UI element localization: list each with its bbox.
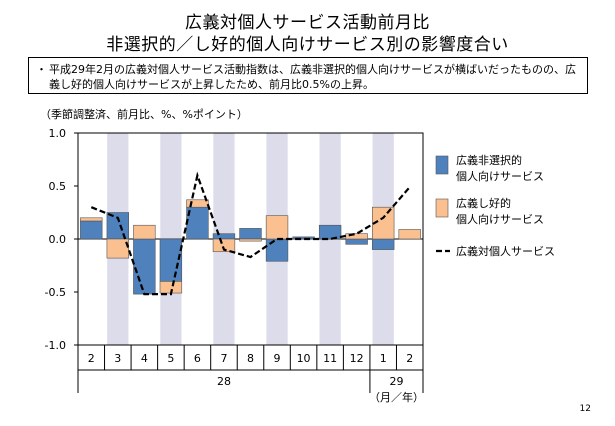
bar-preference-4 <box>186 199 209 208</box>
x-tick-label: 1 <box>380 352 387 365</box>
summary-bullet: ・ <box>36 63 47 76</box>
page-number: 12 <box>579 404 591 414</box>
bar-non-selective-9 <box>318 224 342 240</box>
y-tick-label: -0.5 <box>45 286 66 299</box>
y-tick-label: 0.5 <box>49 180 67 193</box>
summary-box: ・ 平成29年2月の広義対個人サービス活動指数は、広義非選択的個人向けサービスが… <box>28 57 588 94</box>
bar-preference-0 <box>80 217 103 222</box>
x-tick-label: 7 <box>220 352 227 365</box>
bar-non-selective-1 <box>106 212 129 240</box>
summary-text: 平成29年2月の広義対個人サービス活動指数は、広義非選択的個人向けサービスが横ば… <box>49 63 576 91</box>
y-tick-label: -1.0 <box>45 339 66 352</box>
bar-non-selective-10 <box>345 238 368 245</box>
y-tick-label: 0.0 <box>49 233 67 246</box>
bar-non-selective-5 <box>212 233 236 240</box>
chart-title-line2: 非選択的／し好的個人向けサービス別の影響度合い <box>106 35 509 55</box>
bar-non-selective-7 <box>265 238 289 262</box>
x-tick-label: 12 <box>350 352 364 365</box>
legend-label-1: 広義し好的 <box>456 196 511 210</box>
legend-label-0-line2: 個人向けサービス <box>456 169 544 183</box>
bar-non-selective-6 <box>239 228 262 240</box>
bar-layer <box>80 199 421 295</box>
bar-non-selective-3 <box>159 238 183 282</box>
units-note: （季節調整済、前月比、%、%ポイント） <box>40 108 248 121</box>
bar-preference-11 <box>372 206 395 240</box>
line-total-services <box>90 171 411 296</box>
line-layer <box>90 171 411 296</box>
legend-swatch-0 <box>435 155 449 175</box>
x-tick-label: 10 <box>297 352 311 365</box>
bar-preference-5 <box>212 238 236 253</box>
y-tick-label: 1.0 <box>49 127 67 140</box>
legend-label-1-line2: 個人向けサービス <box>456 212 544 226</box>
bar-non-selective-0 <box>80 220 103 240</box>
bar-preference-7 <box>265 215 289 240</box>
x-tick-label: 3 <box>114 352 121 365</box>
x-tick-label: 2 <box>88 352 95 365</box>
bar-preference-12 <box>398 229 421 240</box>
chart-title-line1: 広義対個人サービス活動前月比 <box>185 13 430 33</box>
x-tick-label: 8 <box>247 352 254 365</box>
x-axis-unit: （月／年） <box>369 390 424 404</box>
bar-preference-2 <box>133 224 156 240</box>
legend-swatch-1 <box>435 198 449 218</box>
x-tick-label: 11 <box>323 352 337 365</box>
x-tick-label: 5 <box>167 352 174 365</box>
legend-label-2: 広義対個人サービス <box>456 244 555 258</box>
legend-label-0: 広義非選択的 <box>456 153 522 167</box>
x-tick-label: 2 <box>406 352 413 365</box>
x-tick-label: 6 <box>194 352 201 365</box>
bar-non-selective-2 <box>133 238 156 295</box>
bar-preference-6 <box>239 238 262 242</box>
bar-preference-1 <box>106 238 129 259</box>
bar-non-selective-11 <box>372 238 395 250</box>
year-label: 28 <box>217 375 231 388</box>
x-tick-label: 9 <box>274 352 281 365</box>
x-tick-label: 4 <box>141 352 148 365</box>
axis-layer: 1.00.50.0-0.5-1.02 3 4 5 6 7 8 9 10 11 12 1 228 29（月／… <box>45 127 424 404</box>
year-label: 29 <box>389 375 403 388</box>
